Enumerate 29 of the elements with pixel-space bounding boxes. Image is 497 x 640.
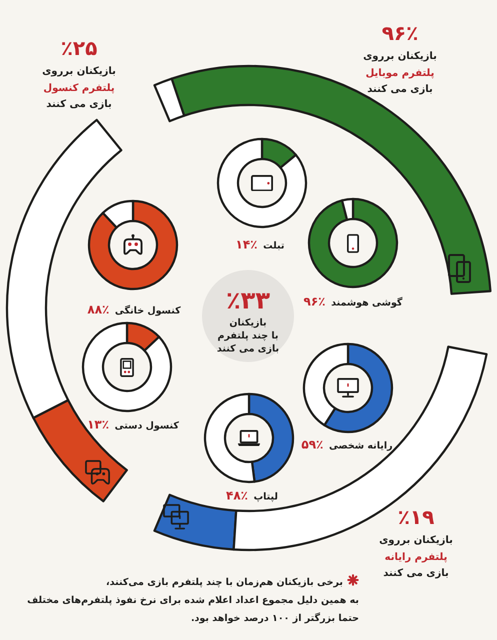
text: ۵۹٪ [301,437,324,452]
text: ۴۸٪ [226,488,248,502]
chart-title: ٪۲۵ [60,36,98,60]
text: برخی بازیکنان هم‌زمان با چند پلتفرم بازی می‌کنند، به همین دلیل مجموع اعداد اعلام شده برای نرخ نفوذ پلتفرم‌های مختلف حتما بزرگتر از ۱۰۰ درصد خواهد بود. [26,576,359,626]
text: بازی می کنند [383,568,449,580]
text: ۸۸٪ [87,302,110,316]
text: لپتاپ [254,491,278,502]
text: پلتفرم کنسول [43,82,115,94]
text: ۱۳٪ [87,417,110,432]
text: رایانه شخصی [328,440,393,452]
text: تبلت [263,240,284,252]
text: بازی می کنند [367,84,433,96]
text: کنسول دستی [114,420,179,432]
text: کنسول خانگی [114,305,181,316]
text: بازی می کنند [216,343,280,355]
text: بازیکنان برروی [42,66,116,78]
chart-title: ۹۶٪ [382,21,418,45]
text: ۹۶٪ [304,294,326,308]
text: ٪۱۹ [398,505,434,529]
text: بازیکنان برروی [363,51,437,63]
text: ٪۳۳ [226,286,270,316]
text: گوشی هوشمند [331,297,402,308]
text: ۱۴٪ [236,237,258,252]
text: با چند پلتفرم [218,330,278,342]
text: بازیکنان برروی [379,535,453,547]
text: بازی می کنند [46,99,112,111]
text: بازیکنان [229,317,267,329]
text: پلتفرم موبایل [366,68,434,80]
text: پلتفرم رایانه [384,552,448,564]
